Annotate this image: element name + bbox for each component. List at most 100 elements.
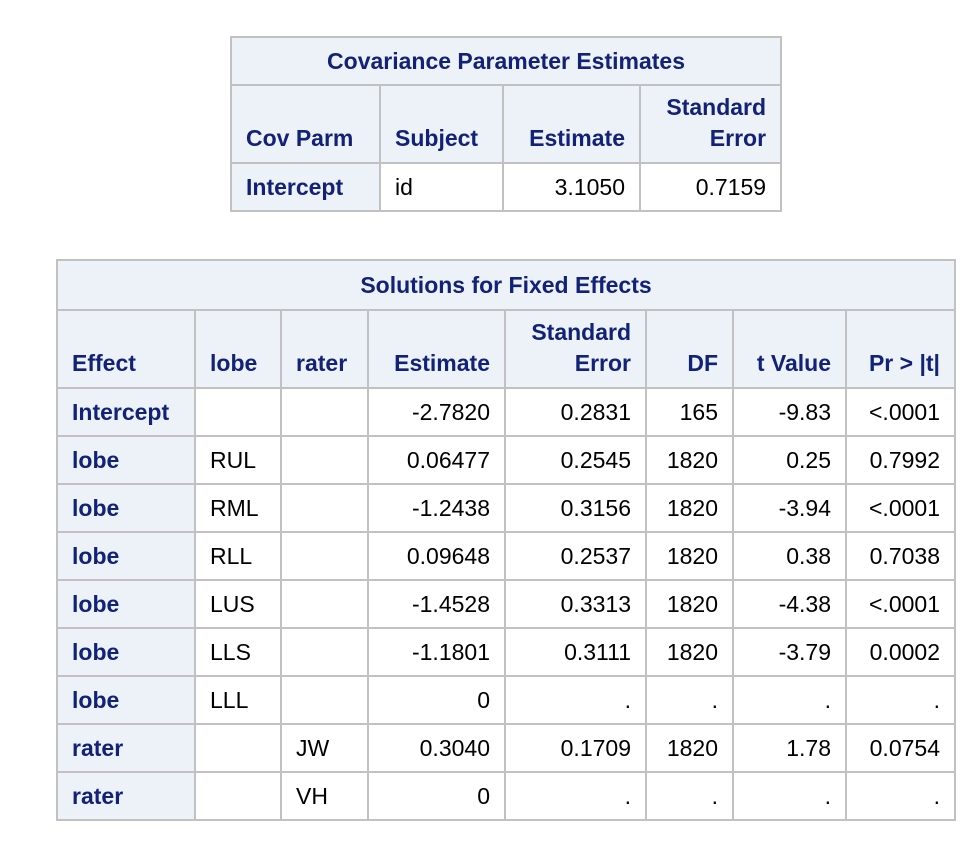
standard-error-cell: 0.3313 bbox=[504, 579, 647, 629]
df-cell: 1820 bbox=[645, 627, 734, 677]
fe-header-t-value-label: t Value bbox=[756, 350, 831, 376]
standard-error-cell: 0.3111 bbox=[504, 627, 647, 677]
cov-header-standard-error: Standard Error bbox=[638, 84, 783, 164]
table-row: lobe RLL 0.09648 0.2537 1820 0.38 0.7038 bbox=[56, 531, 956, 581]
pr-gt-t-cell: <.0001 bbox=[845, 579, 956, 629]
estimate-cell: 0.06477 bbox=[367, 435, 506, 485]
df-cell: 1820 bbox=[645, 435, 734, 485]
pr-gt-t-cell: <.0001 bbox=[845, 387, 956, 437]
effect-cell: lobe bbox=[56, 435, 196, 485]
fe-header-estimate-label: Estimate bbox=[394, 350, 490, 376]
estimate-cell: 0.09648 bbox=[367, 531, 506, 581]
pr-gt-t-cell: 0.7992 bbox=[845, 435, 956, 485]
t-value-cell: -9.83 bbox=[732, 387, 847, 437]
subject-cell: id bbox=[379, 162, 504, 212]
cov-header-stderr-line2: Error bbox=[709, 125, 767, 151]
fe-header-standard-error: Standard Error bbox=[504, 309, 647, 389]
standard-error-cell: . bbox=[504, 675, 647, 725]
rater-cell bbox=[280, 675, 369, 725]
fe-header-df-label: DF bbox=[687, 350, 718, 376]
fe-header-effect-label: Effect bbox=[72, 350, 136, 376]
fe-header-pr-gt-t: Pr > |t| bbox=[845, 309, 956, 389]
effect-cell: lobe bbox=[56, 675, 196, 725]
pr-gt-t-cell: . bbox=[845, 675, 956, 725]
cov-header-subject-label: Subject bbox=[395, 125, 479, 151]
effect-cell: rater bbox=[56, 723, 196, 773]
table-row: Intercept id 3.1050 0.7159 bbox=[230, 162, 783, 212]
df-cell: 165 bbox=[645, 387, 734, 437]
effect-cell: rater bbox=[56, 771, 196, 821]
df-cell: 1820 bbox=[645, 531, 734, 581]
estimate-cell: -1.1801 bbox=[367, 627, 506, 677]
table-row: lobe RUL 0.06477 0.2545 1820 0.25 0.7992 bbox=[56, 435, 956, 485]
t-value-cell: 1.78 bbox=[732, 723, 847, 773]
df-cell: 1820 bbox=[645, 579, 734, 629]
estimate-cell: -1.4528 bbox=[367, 579, 506, 629]
table-row: lobe LLS -1.1801 0.3111 1820 -3.79 0.0002 bbox=[56, 627, 956, 677]
cov-header-estimate-label: Estimate bbox=[529, 125, 625, 151]
effect-cell: lobe bbox=[56, 627, 196, 677]
lobe-cell: RUL bbox=[194, 435, 282, 485]
estimate-cell: 0 bbox=[367, 675, 506, 725]
standard-error-cell: 0.2545 bbox=[504, 435, 647, 485]
cov-header-estimate: Estimate bbox=[502, 84, 641, 164]
pr-gt-t-cell: . bbox=[845, 771, 956, 821]
lobe-cell bbox=[194, 723, 282, 773]
fe-header-stderr-line1: Standard bbox=[531, 319, 631, 345]
effect-cell: lobe bbox=[56, 579, 196, 629]
pr-gt-t-cell: <.0001 bbox=[845, 483, 956, 533]
cov-header-cov-parm-label: Cov Parm bbox=[246, 125, 354, 151]
t-value-cell: -3.79 bbox=[732, 627, 847, 677]
fe-header-rater-label: rater bbox=[296, 350, 348, 376]
fe-header-lobe-label: lobe bbox=[210, 350, 258, 376]
pr-gt-t-cell: 0.0754 bbox=[845, 723, 956, 773]
rater-cell bbox=[280, 627, 369, 677]
pr-gt-t-cell: 0.0002 bbox=[845, 627, 956, 677]
lobe-cell: LUS bbox=[194, 579, 282, 629]
fe-header-effect: Effect bbox=[56, 309, 196, 389]
rater-cell: VH bbox=[280, 771, 369, 821]
rater-cell: JW bbox=[280, 723, 369, 773]
estimate-cell: 0.3040 bbox=[367, 723, 506, 773]
table-row: lobe LLL 0.... bbox=[56, 675, 956, 725]
rater-cell bbox=[280, 531, 369, 581]
table-row: lobe LUS -1.4528 0.3313 1820 -4.38 <.0001 bbox=[56, 579, 956, 629]
cov-parm-cell: Intercept bbox=[230, 162, 381, 212]
covariance-parameter-estimates-table: Covariance Parameter Estimates Cov Parm … bbox=[229, 36, 783, 212]
fixed-effects-solutions-table: Solutions for Fixed Effects Effect lobe … bbox=[56, 259, 956, 821]
rater-cell bbox=[280, 579, 369, 629]
t-value-cell: . bbox=[732, 771, 847, 821]
estimate-cell: -1.2438 bbox=[367, 483, 506, 533]
fe-header-rater: rater bbox=[280, 309, 369, 389]
fe-header-lobe: lobe bbox=[194, 309, 282, 389]
standard-error-cell: . bbox=[504, 771, 647, 821]
cov-table-body: Intercept id 3.1050 0.7159 bbox=[230, 162, 783, 212]
lobe-cell: LLL bbox=[194, 675, 282, 725]
standard-error-cell: 0.1709 bbox=[504, 723, 647, 773]
estimate-cell: -2.7820 bbox=[367, 387, 506, 437]
fe-header-estimate: Estimate bbox=[367, 309, 506, 389]
t-value-cell: . bbox=[732, 675, 847, 725]
effect-cell: lobe bbox=[56, 531, 196, 581]
rater-cell bbox=[280, 483, 369, 533]
fe-table-body: Intercept -2.7820 0.2831 165 -9.83 <.0001 lobe… bbox=[56, 387, 956, 821]
df-cell: . bbox=[645, 675, 734, 725]
standard-error-cell: 0.2537 bbox=[504, 531, 647, 581]
table-row: lobe RML -1.2438 0.3156 1820 -3.94 <.0001 bbox=[56, 483, 956, 533]
fe-header-stderr-line2: Error bbox=[574, 350, 631, 376]
effect-cell: lobe bbox=[56, 483, 196, 533]
cov-header-stderr-line1: Standard bbox=[666, 94, 767, 120]
effect-cell: Intercept bbox=[56, 387, 196, 437]
lobe-cell: RML bbox=[194, 483, 282, 533]
lobe-cell bbox=[194, 387, 282, 437]
df-cell: . bbox=[645, 771, 734, 821]
estimate-cell: 3.1050 bbox=[502, 162, 641, 212]
rater-cell bbox=[280, 435, 369, 485]
rater-cell bbox=[280, 387, 369, 437]
cov-header-subject: Subject bbox=[379, 84, 504, 164]
t-value-cell: -3.94 bbox=[732, 483, 847, 533]
lobe-cell: RLL bbox=[194, 531, 282, 581]
estimate-cell: 0 bbox=[367, 771, 506, 821]
fe-header-df: DF bbox=[645, 309, 734, 389]
lobe-cell: LLS bbox=[194, 627, 282, 677]
